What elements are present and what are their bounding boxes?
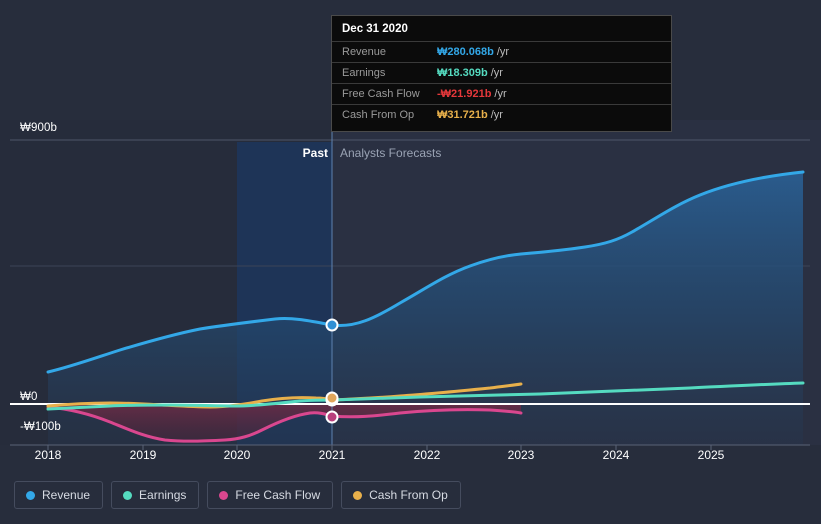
analysts-forecasts-label: Analysts Forecasts xyxy=(340,146,442,160)
legend-item-free-cash-flow[interactable]: Free Cash Flow xyxy=(207,481,334,509)
legend-item-earnings[interactable]: Earnings xyxy=(111,481,200,509)
legend-label-free-cash-flow: Free Cash Flow xyxy=(235,488,321,502)
marker-revenue[interactable] xyxy=(325,318,339,332)
series-revenue xyxy=(46,170,805,445)
legend-dot-earnings xyxy=(123,490,133,500)
tooltip-label-revenue: Revenue xyxy=(342,46,387,58)
tooltip-unit-free-cash-flow: /yr xyxy=(494,88,507,100)
tooltip-row-free-cash-flow: Free Cash Flow -₩21.921b /yr xyxy=(332,83,671,104)
tooltip-unit-revenue: /yr xyxy=(496,46,510,58)
tooltip-unit-earnings: /yr xyxy=(490,67,503,79)
legend-dot-cash-from-op xyxy=(353,490,363,500)
data-tooltip: Dec 31 2020 Revenue ₩280.068b /yr Earnin… xyxy=(331,15,672,132)
legend-dot-free-cash-flow xyxy=(219,490,229,500)
free-cash-flow-area xyxy=(48,404,521,442)
x-axis-ticks xyxy=(47,445,712,450)
past-label: Past xyxy=(302,146,328,160)
legend-item-revenue[interactable]: Revenue xyxy=(14,481,104,509)
tooltip-value-earnings: ₩18.309b xyxy=(437,67,488,79)
tooltip-row-cash-from-op: Cash From Op ₩31.721b /yr xyxy=(332,104,671,125)
marker-cash-from-op[interactable] xyxy=(325,391,339,405)
legend-item-cash-from-op[interactable]: Cash From Op xyxy=(341,481,461,509)
tooltip-unit-cash-from-op: /yr xyxy=(490,109,503,121)
tooltip-label-free-cash-flow: Free Cash Flow xyxy=(342,88,420,100)
chart-legend: Revenue Earnings Free Cash Flow Cash Fro… xyxy=(14,481,461,509)
free-cash-flow-line xyxy=(46,405,523,443)
tooltip-value-revenue: ₩280.068b xyxy=(437,46,494,58)
tooltip-row-revenue: Revenue ₩280.068b /yr xyxy=(332,41,671,62)
legend-dot-revenue xyxy=(26,490,35,500)
series-free-cash-flow xyxy=(46,404,523,443)
data-point-markers xyxy=(325,318,339,424)
tooltip-label-earnings: Earnings xyxy=(342,67,386,79)
legend-label-revenue: Revenue xyxy=(42,488,91,502)
revenue-line xyxy=(46,170,805,374)
legend-label-earnings: Earnings xyxy=(139,488,187,502)
tooltip-value-cash-from-op: ₩31.721b xyxy=(437,109,488,121)
tooltip-label-cash-from-op: Cash From Op xyxy=(342,109,415,121)
tooltip-row-earnings: Earnings ₩18.309b /yr xyxy=(332,62,671,83)
marker-free-cash-flow[interactable] xyxy=(325,410,339,424)
tooltip-title: Dec 31 2020 xyxy=(342,23,408,35)
tooltip-value-free-cash-flow: -₩21.921b xyxy=(437,88,492,100)
legend-label-cash-from-op: Cash From Op xyxy=(369,488,448,502)
